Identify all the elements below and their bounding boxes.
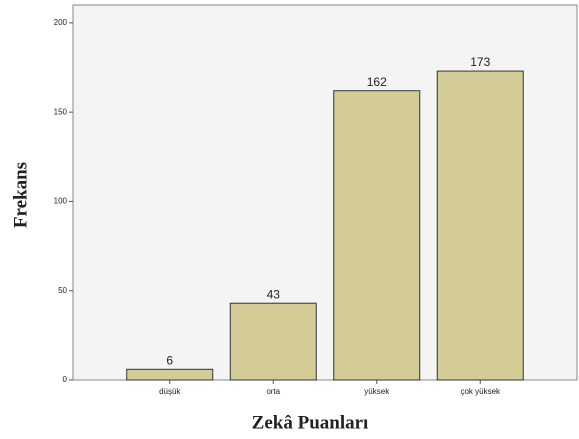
y-axis-title: Frekans xyxy=(10,162,31,228)
x-tick-label: düşük xyxy=(159,387,181,396)
x-tick-label: yüksek xyxy=(364,387,390,396)
bar xyxy=(436,70,524,381)
data-label: 6 xyxy=(166,353,173,367)
y-tick-label: 50 xyxy=(58,286,67,295)
x-axis-title: Zekâ Puanları xyxy=(252,412,369,433)
data-label: 173 xyxy=(470,55,490,69)
x-tick-label: çok yüksek xyxy=(460,387,501,396)
data-label: 162 xyxy=(367,75,387,89)
y-tick-label: 0 xyxy=(63,375,68,384)
data-label: 43 xyxy=(267,287,281,301)
y-tick-label: 200 xyxy=(54,18,68,27)
y-tick-label: 150 xyxy=(54,107,68,116)
bar xyxy=(333,90,421,381)
bar xyxy=(126,368,214,381)
x-tick-label: orta xyxy=(266,387,280,396)
bar xyxy=(229,302,317,381)
y-tick-label: 100 xyxy=(54,197,68,206)
